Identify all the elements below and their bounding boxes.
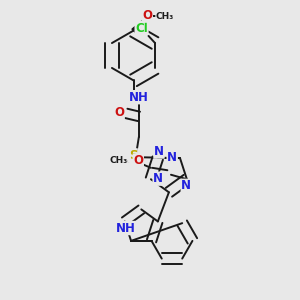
Text: NH: NH	[116, 221, 135, 235]
Text: O: O	[114, 106, 124, 119]
Text: NH: NH	[129, 91, 149, 104]
Text: N: N	[181, 179, 191, 192]
Text: N: N	[154, 145, 164, 158]
Polygon shape	[132, 18, 146, 32]
Text: O: O	[133, 154, 143, 167]
Text: N: N	[153, 172, 163, 185]
Text: S: S	[129, 149, 137, 162]
Text: CH₃: CH₃	[156, 12, 174, 21]
Text: Cl: Cl	[135, 22, 148, 34]
Text: CH₃: CH₃	[109, 156, 127, 165]
Text: N: N	[167, 151, 177, 164]
Text: O: O	[142, 9, 152, 22]
